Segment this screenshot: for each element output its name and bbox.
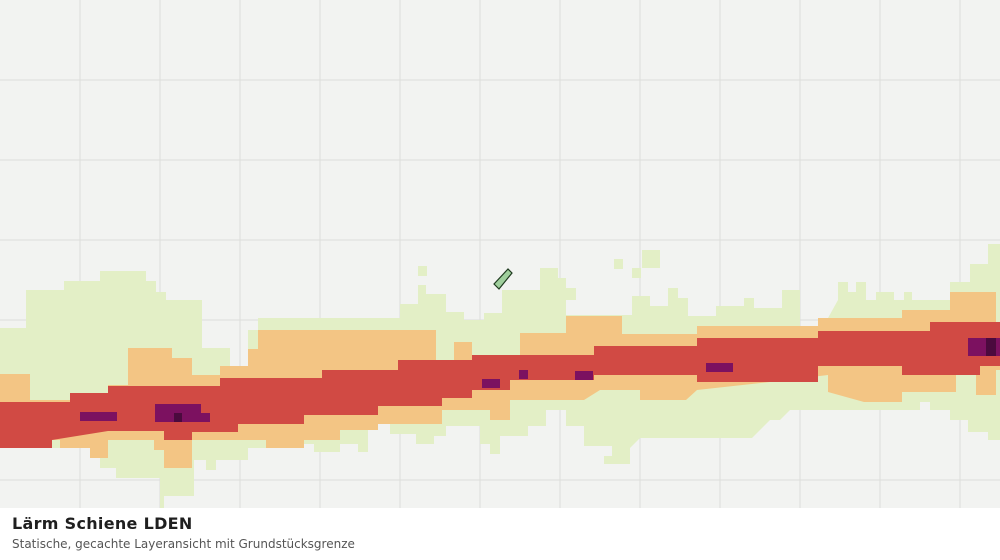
parcel-boundary	[493, 268, 513, 290]
map-view	[0, 0, 1000, 508]
caption: Lärm Schiene LDEN Statische, gecachte La…	[0, 508, 1000, 560]
layer-title: Lärm Schiene LDEN	[12, 514, 193, 533]
layer-subtitle: Statische, gecachte Layeransicht mit Gru…	[12, 537, 355, 551]
noise-zone-extreme	[174, 338, 996, 422]
